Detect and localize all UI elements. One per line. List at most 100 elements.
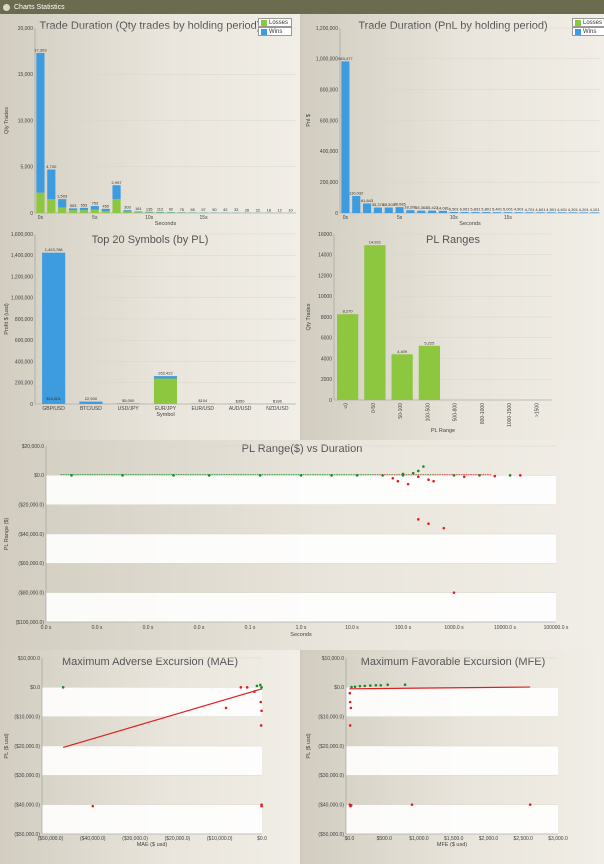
bar-wins xyxy=(503,212,512,213)
mfe-scatter-svg: $10,000.0 $0.0 ($10,000.0) ($20,000.0) ($30,… xyxy=(306,656,568,848)
bar-data-label: 6,061 xyxy=(460,207,471,212)
chart-title: Trade Duration (PnL by holding period) xyxy=(358,20,548,32)
point-green xyxy=(403,683,407,686)
bar-losses xyxy=(145,212,154,213)
x-tick-label: 0.0 s xyxy=(143,625,154,631)
point-green xyxy=(355,474,359,477)
x-tick-label: 10000.0 s xyxy=(494,625,516,631)
point-red xyxy=(239,686,243,689)
x-tick-label: 5s xyxy=(397,215,403,221)
bar-data-label: $186 xyxy=(273,398,283,403)
x-tick-label: $2,500.0 xyxy=(514,836,534,842)
bar-wins xyxy=(373,207,382,213)
x-tick-label: 10.0 s xyxy=(345,625,359,631)
legend-wins-label: Wins xyxy=(269,28,283,35)
bar-data-label: 4,501 xyxy=(546,207,557,212)
chart-title: Top 20 Symbols (by PL) xyxy=(91,234,209,246)
bar-data-label: 26 xyxy=(245,207,250,212)
bar-data-label: 5,225 xyxy=(424,340,435,345)
bar-data-label: 17,303 xyxy=(34,47,47,52)
point-red xyxy=(253,690,256,694)
x-axis-label: Seconds xyxy=(290,632,312,638)
grid-band xyxy=(46,475,556,505)
bar-wins xyxy=(153,376,178,379)
point-red xyxy=(427,478,430,482)
x-tick-label: BTC/USD xyxy=(80,406,102,412)
bar-data-label: 5,001 xyxy=(503,207,514,212)
chart-title: Maximum Favorable Excursion (MFE) xyxy=(360,656,546,668)
y-tick-label: $10,000.0 xyxy=(322,656,344,662)
point-red xyxy=(432,479,435,483)
x-tick-label: $2,000.0 xyxy=(479,836,499,842)
bar-data-label: 983,477 xyxy=(338,56,353,61)
x-tick-label: 800-1000 xyxy=(480,403,486,424)
y-tick-label: 8000 xyxy=(321,315,332,321)
chart-title: Trade Duration (Qty trades by holding pe… xyxy=(39,20,261,32)
bar-data-label: $104 xyxy=(198,398,208,403)
bar-wins xyxy=(42,252,66,404)
x-tick-label: GBP/USD xyxy=(42,406,65,412)
bar-data-label: 14,081 xyxy=(437,205,450,210)
point-green xyxy=(379,683,383,687)
x-tick-label: 500-800 xyxy=(453,403,459,422)
point-green xyxy=(422,465,425,468)
bar-wins xyxy=(428,210,437,213)
chart-title: Maximum Adverse Excursion (MAE) xyxy=(61,656,239,668)
bar-wins xyxy=(384,207,393,213)
bar-data-label: 22 xyxy=(256,207,261,212)
y-tick-label: $10,000.0 xyxy=(18,656,40,662)
point-green xyxy=(478,474,481,477)
bar-data-label: 65 xyxy=(190,207,195,212)
legend-wins[interactable]: Wins xyxy=(258,27,293,36)
x-tick-label: 0.0 s xyxy=(92,625,103,631)
grid-band xyxy=(346,687,558,717)
y-tick-label: 5,000 xyxy=(20,165,33,171)
bar-data-label: 262,422 xyxy=(158,371,173,376)
bar-data-label: 15,422 xyxy=(426,205,439,210)
point-green xyxy=(255,684,259,688)
y-tick-label: $20,000.0 xyxy=(22,444,44,450)
bar-data-label: 4,601 xyxy=(535,207,546,212)
top-symbols-svg: 1,600,000 1,400,000 1,200,000 1,000,000 800,… xyxy=(4,232,296,418)
point-green xyxy=(363,684,367,688)
x-tick-label: $0.0 xyxy=(257,836,267,842)
y-axis-label: PL Range ($) xyxy=(4,518,10,551)
y-tick-label: ($50,000.0) xyxy=(318,832,344,838)
bar-wins xyxy=(449,211,458,213)
wins-swatch xyxy=(575,28,581,35)
y-tick-label: 1,000,000 xyxy=(316,57,338,63)
y-tick-label: 800,000 xyxy=(15,317,33,323)
legend-losses[interactable]: Losses xyxy=(572,18,604,27)
point-red xyxy=(348,691,352,695)
mfe-chart: Maximum Favorable Excursion (MFE) $10,00… xyxy=(302,650,604,864)
legend-losses[interactable]: Losses xyxy=(258,18,293,27)
y-tick-label: ($60,000.0) xyxy=(18,561,44,567)
y-tick-label: 0 xyxy=(335,211,338,217)
y-tick-label: 14000 xyxy=(318,253,332,259)
y-tick-label: 600,000 xyxy=(320,118,338,124)
point-green xyxy=(381,474,384,477)
bar xyxy=(336,314,359,400)
legend-wins[interactable]: Wins xyxy=(572,27,604,36)
point-green xyxy=(70,474,73,477)
point-green xyxy=(207,474,211,477)
chart-legend: Losses Wins xyxy=(258,18,293,36)
y-tick-label: 200,000 xyxy=(15,381,33,387)
legend-losses-label: Losses xyxy=(269,19,289,26)
bar-wins xyxy=(471,212,480,213)
point-green xyxy=(358,684,362,688)
bar-wins xyxy=(460,212,469,213)
point-red xyxy=(528,803,532,806)
y-tick-label: 1,600,000 xyxy=(11,232,33,238)
bar-data-label: 161 xyxy=(135,206,142,211)
bar-wins xyxy=(134,211,143,213)
y-axis-label: Qty Trades xyxy=(4,107,10,134)
bar-data-label: 110,032 xyxy=(349,191,364,196)
x-tick-label: >1500 xyxy=(534,403,540,417)
x-tick-label: ($40,000.0) xyxy=(80,836,106,842)
bar-wins xyxy=(79,401,103,404)
bar-wins xyxy=(438,210,447,213)
legend-wins-label: Wins xyxy=(583,28,597,35)
mae-scatter-svg: $10,000.0 $0.0 ($10,000.0) ($20,000.0) ($30,… xyxy=(4,656,267,848)
y-tick-label: 200,000 xyxy=(320,180,338,186)
